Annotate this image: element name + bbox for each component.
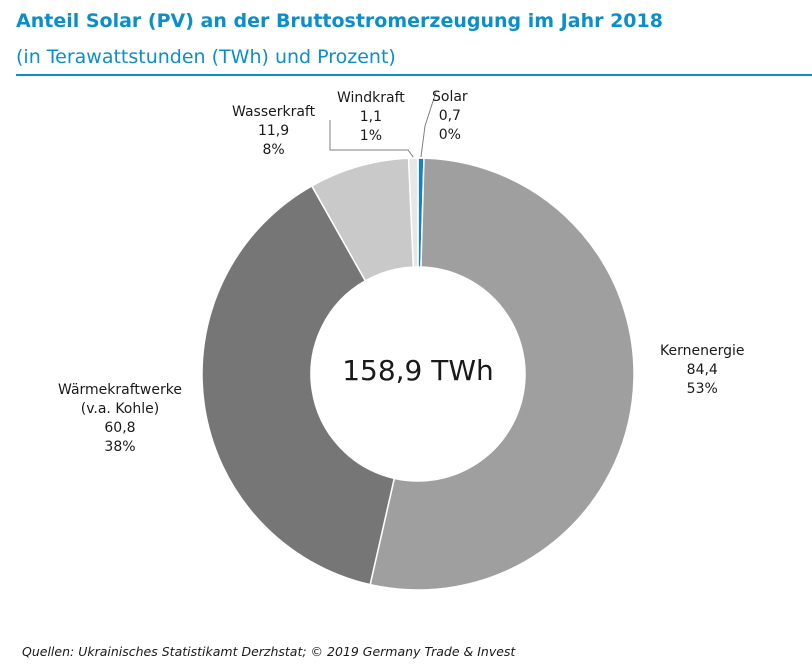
slice-label-percent: 53% bbox=[686, 381, 718, 397]
title-rule bbox=[16, 74, 812, 76]
slice-label-value: 0,7 bbox=[438, 108, 461, 124]
slice-label-percent: 38% bbox=[104, 439, 136, 455]
slice-label-windkraft: Windkraft 1,1 1% bbox=[337, 89, 405, 146]
slice-label-name: Solar bbox=[432, 89, 468, 105]
slice-label-wasserkraft: Wasserkraft 11,9 8% bbox=[232, 103, 315, 160]
chart-title: Anteil Solar (PV) an der Bruttostromerze… bbox=[16, 10, 663, 32]
slice-label-percent: 1% bbox=[359, 128, 383, 144]
slice-label-value: 60,8 bbox=[104, 420, 136, 436]
donut-slice-kernenergie bbox=[369, 157, 635, 591]
donut-slice-windkraft bbox=[407, 157, 419, 268]
slice-label-name-line2: (v.a. Kohle) bbox=[80, 401, 160, 417]
slice-label-name: Windkraft bbox=[337, 90, 405, 106]
slice-label-percent: 0% bbox=[438, 127, 461, 143]
slice-label-value: 11,9 bbox=[257, 123, 290, 139]
donut-center-total: 158,9 TWh bbox=[342, 354, 494, 387]
slice-label-solar: Solar 0,7 0% bbox=[432, 88, 468, 145]
slice-label-value: 84,4 bbox=[686, 362, 718, 378]
source-note: Quellen: Ukrainisches Statistikamt Derzh… bbox=[22, 644, 516, 659]
chart-subtitle: (in Terawattstunden (TWh) und Prozent) bbox=[16, 46, 396, 68]
donut-slice-wärmekraftwerke bbox=[201, 184, 396, 586]
slice-label-waermekraftwerke: Wärmekraftwerke (v.a. Kohle) 60,8 38% bbox=[58, 381, 182, 457]
slice-label-value: 1,1 bbox=[359, 109, 383, 125]
slice-label-name: Kernenergie bbox=[660, 343, 745, 359]
leader-line-windkraft bbox=[329, 120, 414, 158]
leader-line-solar bbox=[420, 91, 437, 158]
slice-label-name: Wärmekraftwerke bbox=[58, 382, 182, 398]
slice-label-kernenergie: Kernenergie 84,4 53% bbox=[660, 342, 744, 399]
slice-label-name: Wasserkraft bbox=[232, 104, 316, 120]
slice-label-percent: 8% bbox=[262, 142, 285, 158]
